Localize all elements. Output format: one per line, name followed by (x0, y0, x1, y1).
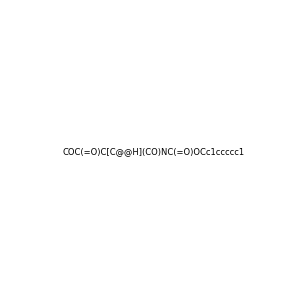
Text: COC(=O)C[C@@H](CO)NC(=O)OCc1ccccc1: COC(=O)C[C@@H](CO)NC(=O)OCc1ccccc1 (63, 147, 245, 156)
